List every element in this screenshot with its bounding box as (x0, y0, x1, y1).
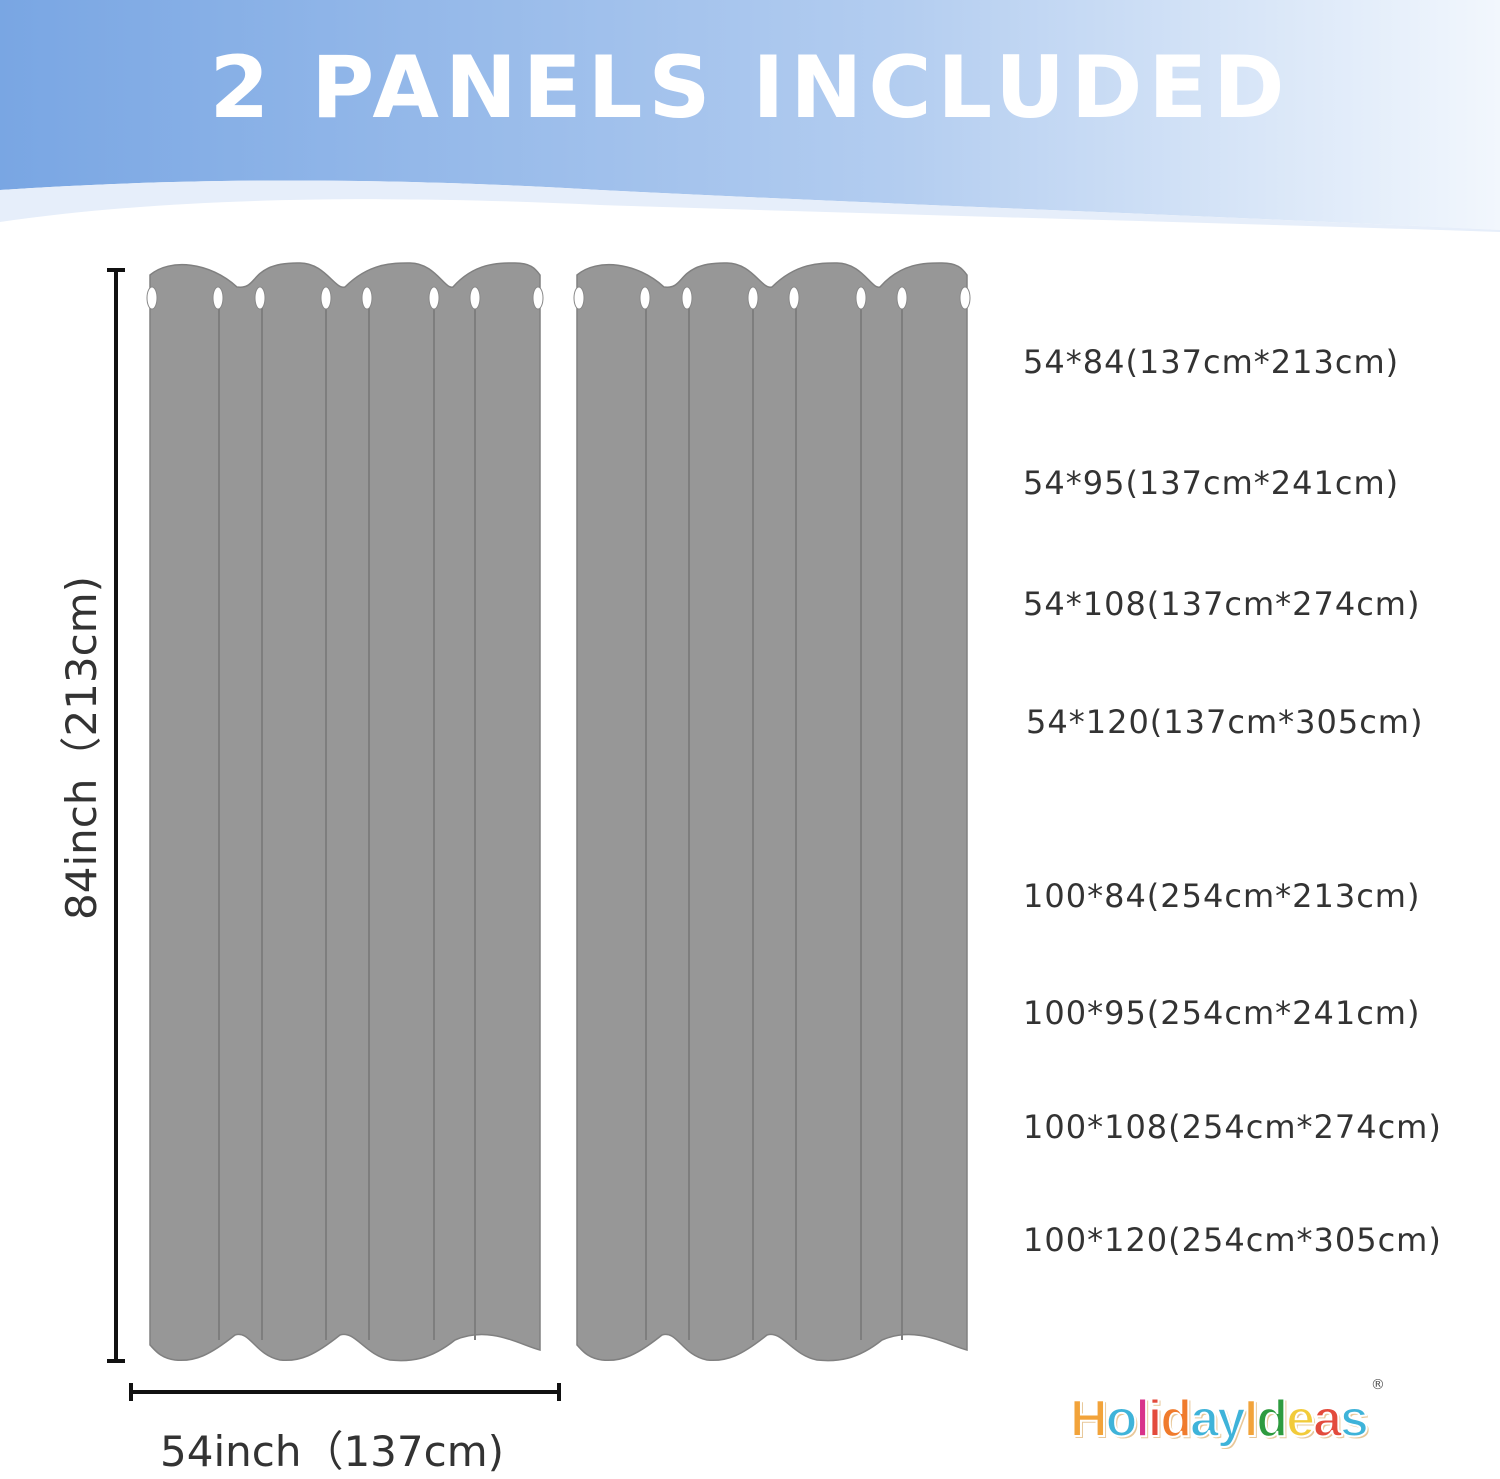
grommet-icon (469, 286, 481, 310)
grommet-icon (855, 286, 867, 310)
grommet-icon (639, 286, 651, 310)
logo-letter: d (1255, 1389, 1289, 1449)
logo-letter: s (1339, 1389, 1370, 1449)
header-banner (0, 0, 1500, 230)
size-option: 100*95(254cm*241cm) (1023, 994, 1421, 1032)
logo-letter: I (1243, 1389, 1260, 1449)
registered-mark: ® (1370, 1377, 1385, 1393)
grommet-icon (361, 286, 373, 310)
logo-letter: l (1134, 1389, 1151, 1449)
grommet-icon (573, 286, 585, 310)
size-option: 100*108(254cm*274cm) (1023, 1108, 1442, 1146)
grommet-icon (681, 286, 693, 310)
curtain-panel (576, 262, 968, 1362)
logo-letter: d (1159, 1389, 1193, 1449)
width-label: 54inch（137cm) (160, 1427, 504, 1476)
brand-logo: HolidayIdeas (1069, 1378, 1370, 1454)
grommet-icon (896, 286, 908, 310)
grommet-icon (320, 286, 332, 310)
banner-wave (0, 180, 1500, 232)
grommet-icon (254, 286, 266, 310)
brand-logo-block: HolidayIdeas ® (1069, 1377, 1385, 1454)
size-option: 54*95(137cm*241cm) (1023, 464, 1400, 502)
grommet-icon (428, 286, 440, 310)
size-option: 54*120(137cm*305cm) (1026, 703, 1424, 741)
page-title: 2 PANELS INCLUDED (209, 38, 1291, 138)
grommet-icon (747, 286, 759, 310)
height-dimension-line (107, 268, 125, 1363)
logo-letter: a (1312, 1389, 1343, 1449)
width-dimension-line (129, 1383, 561, 1401)
grommet-icon (146, 286, 158, 310)
grommet-icon (212, 286, 224, 310)
grommet-icon (532, 286, 544, 310)
grommet-icon (959, 286, 971, 310)
logo-letter: y (1216, 1389, 1247, 1449)
size-option: 54*84(137cm*213cm) (1023, 343, 1400, 381)
logo-letter: H (1069, 1389, 1109, 1449)
size-option: 54*108(137cm*274cm) (1023, 585, 1421, 623)
logo-letter: i (1147, 1389, 1164, 1449)
size-option: 100*120(254cm*305cm) (1023, 1221, 1442, 1259)
logo-letter: o (1105, 1389, 1139, 1449)
height-label: 84inch（213cm) (57, 576, 106, 920)
size-option: 100*84(254cm*213cm) (1023, 877, 1421, 915)
grommet-icon (788, 286, 800, 310)
logo-letter: e (1285, 1389, 1316, 1449)
curtain-panel (149, 262, 541, 1362)
logo-letter: a (1189, 1389, 1220, 1449)
